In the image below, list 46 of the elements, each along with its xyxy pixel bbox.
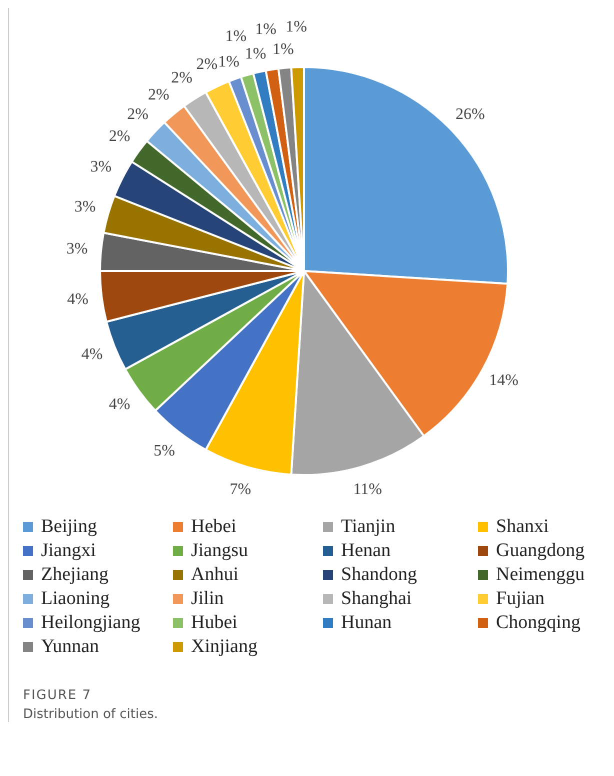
data-label: 4% — [81, 346, 103, 364]
data-label: 1% — [244, 46, 266, 63]
data-label: 4% — [67, 290, 88, 308]
data-label: 26% — [456, 106, 485, 124]
legend-label: Jiangxi — [41, 540, 96, 562]
legend-label: Jiangsu — [191, 540, 248, 562]
legend-label: Liaoning — [41, 588, 110, 610]
data-label: 7% — [230, 481, 252, 498]
legend-label: Guangdong — [496, 540, 585, 562]
legend-label: Shanxi — [496, 516, 549, 538]
legend-label: Beijing — [41, 516, 97, 538]
legend-label: Xinjiang — [191, 636, 258, 658]
data-label: 2% — [127, 106, 148, 124]
data-label: 3% — [74, 198, 96, 216]
data-label: 14% — [489, 372, 518, 390]
legend-label: Heilongjiang — [41, 612, 140, 634]
data-label: 1% — [225, 28, 247, 45]
legend-label: Yunnan — [41, 636, 100, 658]
data-label: 3% — [90, 158, 112, 176]
data-label: 2% — [196, 56, 218, 73]
data-label: 1% — [272, 41, 294, 58]
data-label: 1% — [218, 53, 240, 70]
legend-label: Fujian — [496, 588, 545, 610]
legend-label: Anhui — [191, 564, 238, 586]
data-label: 2% — [108, 128, 130, 146]
data-label: 4% — [108, 396, 130, 414]
legend-label: Hunan — [341, 612, 392, 634]
legend-label: Neimenggu — [496, 564, 585, 586]
text: FIGURE 7 — [23, 688, 93, 703]
legend-label: Zhejiang — [41, 564, 109, 586]
legend-label: Tianjin — [341, 516, 396, 538]
data-label: 5% — [154, 442, 175, 460]
data-label: 2% — [171, 70, 192, 87]
legend-label: Hubei — [191, 612, 238, 634]
legend-label: Chongqing — [496, 612, 580, 634]
legend-label: Shandong — [341, 564, 417, 586]
data-label: 11% — [353, 481, 382, 498]
legend-label: Hebei — [191, 516, 236, 538]
data-label: 3% — [66, 240, 88, 258]
text: Distribution of cities. — [23, 707, 160, 722]
legend-label: Jilin — [191, 588, 224, 610]
data-label: 1% — [286, 18, 307, 36]
legend-label: Shanghai — [341, 588, 412, 610]
data-label: 1% — [255, 21, 276, 38]
legend-label: Henan — [341, 540, 391, 562]
data-label: 2% — [148, 86, 170, 104]
